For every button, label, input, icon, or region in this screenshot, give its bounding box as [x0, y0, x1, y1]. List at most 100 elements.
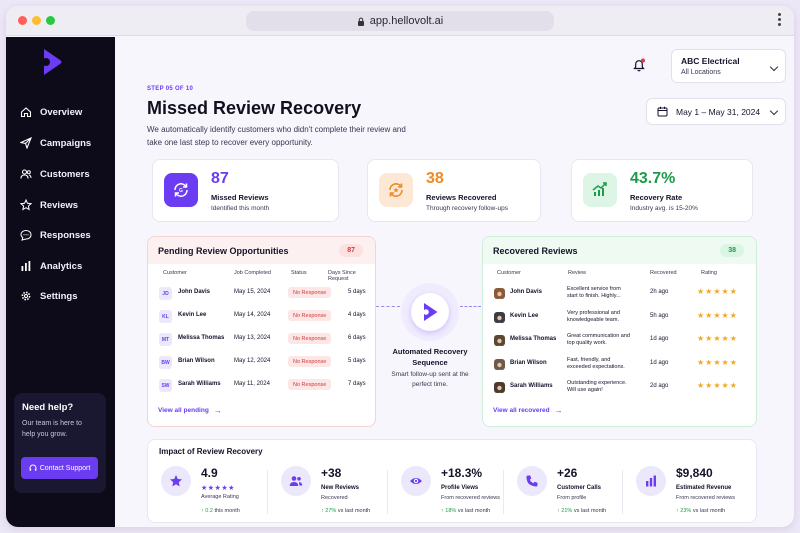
status-badge: No Response: [288, 310, 332, 321]
customer-name: Kevin Lee: [178, 312, 207, 318]
notifications-button[interactable]: [631, 57, 647, 78]
recovered-row[interactable]: Melissa Thomas Great communication and to…: [483, 330, 756, 353]
date-range-picker[interactable]: May 1 – May 31, 2024: [646, 98, 786, 125]
recovered-row[interactable]: John Davis Excellent service from start t…: [483, 283, 756, 306]
account-selector[interactable]: ABC Electrical All Locations: [671, 49, 786, 83]
metric-sub: From recovered reviews: [676, 495, 735, 501]
trend-up-icon: ↑: [441, 508, 446, 514]
recovered-row[interactable]: Kevin Lee Very professional and knowledge…: [483, 307, 756, 330]
customer-initials: JD: [159, 287, 172, 300]
users-icon: [281, 466, 311, 496]
customer-name: Brian Wilson: [178, 358, 215, 364]
stat-card-rate: 43.7% Recovery Rate Industry avg. is 15-…: [571, 159, 753, 222]
customer-initials: SW: [159, 379, 172, 392]
pending-row[interactable]: MT Melissa Thomas May 13, 2024 No Response 6…: [148, 329, 375, 352]
recovered-count-badge: 38: [720, 244, 744, 257]
stat-value: 38: [426, 170, 444, 187]
view-all-recovered-link[interactable]: View all recovered →: [493, 406, 563, 415]
calendar-icon: [657, 106, 668, 117]
close-window-button[interactable]: [18, 16, 27, 25]
metric-trend: ↑ 27% vs last month: [321, 508, 370, 514]
sidebar-item-campaigns[interactable]: Campaigns: [20, 133, 110, 153]
url-text: app.hellovolt.ai: [369, 15, 444, 27]
customer-initials: BW: [159, 356, 172, 369]
sidebar-item-customers[interactable]: Customers: [20, 164, 110, 184]
recovered-row[interactable]: Sarah Williams Outstanding experience. Wi…: [483, 377, 756, 400]
view-all-pending-link[interactable]: View all pending →: [158, 406, 222, 415]
recovered-row[interactable]: Brian Wilson Fast, friendly, and exceeded…: [483, 354, 756, 377]
pending-row[interactable]: SW Sarah Williams May 11, 2024 No Response 7…: [148, 375, 375, 398]
browser-menu-icon[interactable]: [778, 13, 782, 28]
recovered-time: 1d ago: [650, 336, 669, 342]
impact-metric: +38 New Reviews Recovered ↑ 27% vs last mon…: [273, 464, 383, 520]
impact-metric: 4.9 ★★★★★ Average Rating ↑ 0.2 this month: [153, 464, 263, 520]
pending-panel-header: Pending Review Opportunities 87: [148, 237, 375, 264]
impact-title: Impact of Review Recovery: [159, 447, 263, 456]
rating-stars-icon: ★★★★★: [201, 485, 235, 492]
stat-label: Reviews Recovered: [426, 193, 497, 202]
metric-value: +18.3%: [441, 466, 483, 480]
days-since-request: 5 days: [348, 289, 366, 295]
contact-support-button[interactable]: Contact Support: [21, 457, 98, 479]
pending-row[interactable]: KL Kevin Lee May 14, 2024 No Response 4 days: [148, 306, 375, 329]
lock-icon: [357, 17, 364, 26]
metric-sub: From profile: [557, 495, 587, 501]
help-title: Need help?: [22, 402, 74, 413]
recovered-panel-header: Recovered Reviews 38: [483, 237, 756, 264]
metric-value: +38: [321, 466, 342, 480]
recovery-icon: [379, 173, 413, 207]
customer-avatar: [494, 382, 505, 393]
arrow-right-icon: →: [554, 406, 563, 415]
hellovolt-logo[interactable]: [40, 47, 64, 82]
customer-name: Melissa Thomas: [178, 335, 225, 341]
status-badge: No Response: [288, 356, 332, 367]
metric-value: +26: [557, 466, 578, 480]
recovered-reviews-panel: Recovered Reviews 38 Customer Review Rec…: [482, 236, 757, 427]
view-all-pending-label: View all pending: [158, 407, 209, 414]
recovered-time: 2d ago: [650, 383, 669, 389]
sidebar-item-analytics[interactable]: Analytics: [20, 256, 110, 276]
page-subtitle: We automatically identify customers who …: [147, 125, 406, 147]
flow-connector-right: [460, 306, 481, 307]
bar-chart-icon: [636, 466, 666, 496]
metric-trend: ↑ 0.2 this month: [201, 508, 240, 514]
minimize-window-button[interactable]: [32, 16, 41, 25]
customer-name: John Davis: [178, 289, 211, 295]
trend-suffix: vs last month: [692, 508, 726, 514]
maximize-window-button[interactable]: [46, 16, 55, 25]
sidebar-item-reviews[interactable]: Reviews: [20, 195, 110, 215]
contact-support-label: Contact Support: [39, 464, 91, 472]
pending-count-badge: 87: [339, 244, 363, 257]
sidebar-item-label: Overview: [40, 106, 83, 118]
pending-row[interactable]: JD John Davis May 15, 2024 No Response 5 day…: [148, 283, 375, 306]
customer-name: Sarah Williams: [178, 381, 221, 387]
customer-initials: KL: [159, 310, 172, 323]
job-completed-date: May 15, 2024: [234, 289, 271, 295]
column-header: Status: [291, 270, 307, 276]
sidebar-item-settings[interactable]: Settings: [20, 286, 110, 306]
address-bar[interactable]: app.hellovolt.ai: [246, 11, 554, 31]
eye-icon: [401, 466, 431, 496]
automation-subtitle: Smart follow-up sent at the perfect time…: [391, 371, 469, 388]
column-header: Days Since Request: [328, 270, 356, 282]
stat-label: Missed Reviews: [211, 193, 269, 202]
headset-icon: [29, 464, 37, 471]
pending-row[interactable]: BW Brian Wilson May 12, 2024 No Response 5 d…: [148, 352, 375, 375]
stat-card-missed: G 87 Missed Reviews Identified this mont…: [152, 159, 339, 222]
star-icon: [20, 199, 32, 211]
stat-label: Recovery Rate: [630, 193, 683, 202]
review-excerpt: Great communication and top quality work…: [567, 333, 630, 347]
sidebar-item-responses[interactable]: Responses: [20, 225, 110, 245]
pending-panel-title: Pending Review Opportunities: [158, 245, 289, 256]
view-all-recovered-label: View all recovered: [493, 407, 550, 414]
svg-text:G: G: [179, 188, 183, 194]
trend-value: 21%: [561, 508, 573, 514]
customer-avatar: [494, 311, 505, 323]
trend-value: 23%: [680, 508, 692, 514]
sidebar-item-label: Campaigns: [40, 137, 92, 149]
customer-name: Melissa Thomas: [510, 336, 557, 342]
sidebar-item-overview[interactable]: Overview: [20, 102, 110, 122]
metric-label: Estimated Revenue: [676, 485, 732, 491]
column-header: Job Completed: [234, 270, 271, 276]
sidebar-item-label: Responses: [40, 229, 91, 241]
